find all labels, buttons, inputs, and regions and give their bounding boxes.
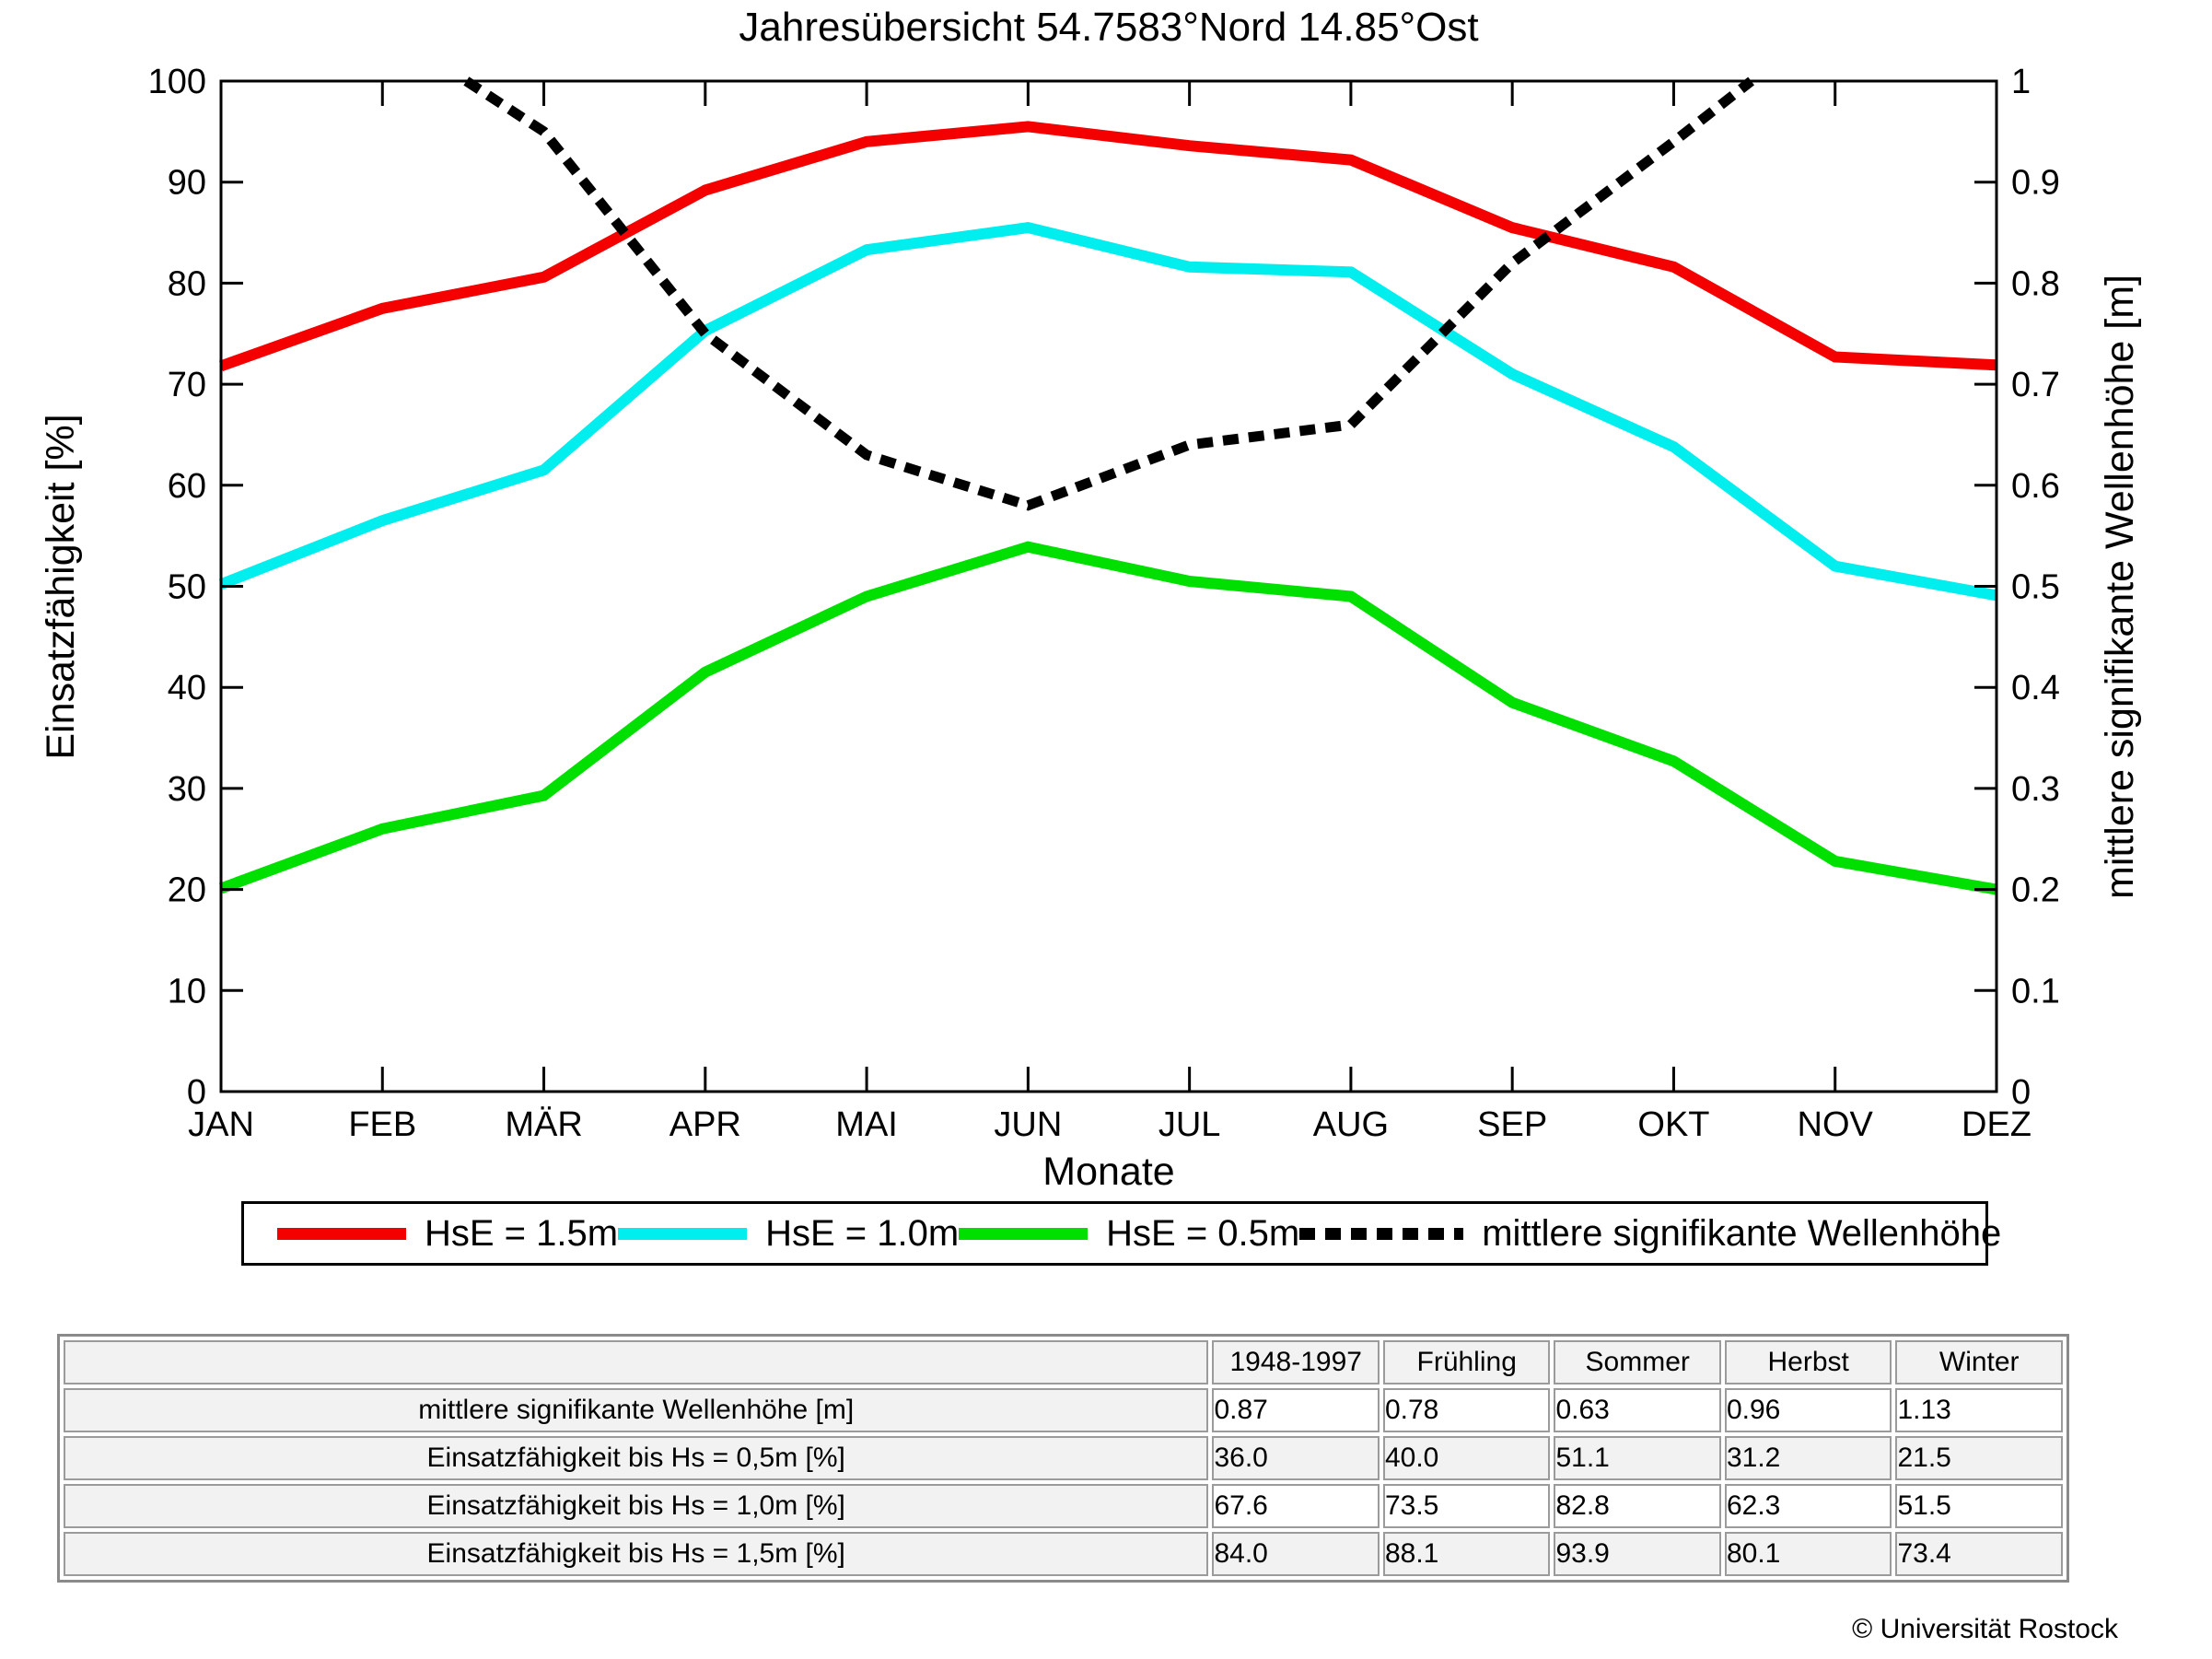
column-header: Winter [1895,1340,2063,1384]
y-tick-label-right: 0.5 [2011,568,2060,607]
x-tick-label: OKT [1637,1105,1709,1144]
y-tick-label-right: 0 [2011,1073,2031,1112]
y-tick-label-right: 0.2 [2011,871,2060,910]
table-cell: 80.1 [1724,1532,1892,1576]
x-axis-label: Monate [1042,1150,1174,1193]
y-tick-label-left: 0 [187,1073,206,1112]
column-header: Sommer [1554,1340,1721,1384]
summary-table: 1948-1997 Frühling Sommer Herbst Winter … [57,1334,2069,1583]
table-cell: 73.5 [1382,1484,1551,1528]
y-axis-label-left: Einsatzfähigkeit [%] [39,414,83,759]
table-cell: 0.78 [1382,1388,1551,1432]
y-tick-label-right: 0.7 [2011,366,2060,404]
series-line-3 [463,76,1754,511]
x-tick-label: MAI [835,1105,898,1144]
x-tick-label: SEP [1477,1105,1547,1144]
x-tick-label: NOV [1798,1105,1874,1144]
y-tick-label-right: 0.1 [2011,972,2060,1011]
table-cell: 0.87 [1212,1388,1380,1432]
legend-item-hse-1-5: HsE = 1.5m [277,1213,618,1255]
axis-ticks-layer: 0 0 10 0.1 20 0.2 30 0.3 40 0.4 50 0.5 60 0.6 70 0.7 80 0… [148,63,2060,1144]
table-cell: 51.5 [1895,1484,2063,1528]
x-tick-label: JUN [994,1105,1062,1144]
x-tick-label: JUL [1158,1105,1221,1144]
table-header-row: 1948-1997 Frühling Sommer Herbst Winter [64,1340,2063,1384]
y-tick-label-left: 40 [168,669,206,707]
row-label: Einsatzfähigkeit bis Hs = 1,5m [%] [64,1532,1209,1576]
table-corner-cell [64,1340,1209,1384]
table-cell: 21.5 [1895,1436,2063,1480]
plot-border [219,79,1998,1093]
legend-label: HsE = 1.0m [765,1212,960,1254]
table-cell: 88.1 [1382,1532,1551,1576]
y-tick-label-right: 0.3 [2011,770,2060,809]
y-tick-label-left: 80 [168,264,206,303]
legend-label: HsE = 1.5m [425,1212,619,1254]
table-cell: 51.1 [1554,1436,1721,1480]
table-row: mittlere signifikante Wellenhöhe [m] 0.8… [64,1388,2063,1432]
table-cell: 93.9 [1554,1532,1721,1576]
table-cell: 73.4 [1895,1532,2063,1576]
legend-label: HsE = 0.5m [1106,1212,1300,1254]
legend-swatch-dotted-line [1299,1227,1464,1240]
series-line-1 [218,222,1998,602]
y-tick-label-right: 0.8 [2011,264,2060,303]
y-tick-label-left: 10 [168,972,206,1011]
table-row: Einsatzfähigkeit bis Hs = 1,5m [%] 84.0 … [64,1532,2063,1576]
table-row: Einsatzfähigkeit bis Hs = 1,0m [%] 67.6 … [64,1484,2063,1528]
y-tick-label-left: 100 [148,63,206,101]
y-tick-label-right: 0.4 [2011,669,2060,707]
y-tick-label-right: 0.9 [2011,164,2060,203]
table-cell: 82.8 [1554,1484,1721,1528]
column-header: 1948-1997 [1212,1340,1380,1384]
y-axis-label-right: mittlere signifikante Wellenhöhe [m] [2098,275,2142,899]
x-tick-label: FEB [348,1105,416,1144]
column-header: Herbst [1724,1340,1892,1384]
y-tick-label-right: 1 [2011,63,2031,101]
y-tick-label-left: 50 [168,568,206,607]
table-cell: 62.3 [1724,1484,1892,1528]
series-layer [218,76,1998,895]
table-cell: 67.6 [1212,1484,1380,1528]
legend-swatch-cyan-line [618,1227,748,1240]
y-tick-label-left: 20 [168,871,206,910]
legend-swatch-red-line [277,1227,406,1240]
x-tick-label: DEZ [1962,1105,2032,1144]
legend-item-hse-1-0: HsE = 1.0m [618,1213,959,1255]
column-header: Frühling [1382,1340,1551,1384]
table-cell: 1.13 [1895,1388,2063,1432]
chart-title: Jahresübersicht 54.7583°Nord 14.85°Ost [739,5,1478,50]
x-tick-label: JAN [188,1105,254,1144]
y-tick-label-right: 0.6 [2011,467,2060,506]
legend-label: mittlere signifikante Wellenhöhe [1482,1212,2002,1254]
series-line-2 [218,541,1998,895]
table-cell: 0.96 [1724,1388,1892,1432]
line-chart: Jahresübersicht 54.7583°Nord 14.85°Ost 0… [39,5,2142,1193]
x-tick-label: MÄR [505,1105,582,1144]
table-cell: 31.2 [1724,1436,1892,1480]
y-tick-label-left: 90 [168,164,206,203]
table-cell: 40.0 [1382,1436,1551,1480]
legend-swatch-green-line [959,1227,1089,1240]
row-label: Einsatzfähigkeit bis Hs = 0,5m [%] [64,1436,1209,1480]
table-cell: 36.0 [1212,1436,1380,1480]
series-line-0 [218,121,1997,372]
table-row: Einsatzfähigkeit bis Hs = 0,5m [%] 36.0 … [64,1436,2063,1480]
y-tick-label-left: 60 [168,467,206,506]
y-tick-label-left: 70 [168,366,206,404]
copyright: © Universität Rostock [1852,1614,2118,1644]
row-label: Einsatzfähigkeit bis Hs = 1,0m [%] [64,1484,1209,1528]
legend: HsE = 1.5m HsE = 1.0m HsE = 0.5m mittler… [241,1201,2001,1266]
table-cell: 0.63 [1554,1388,1721,1432]
legend-item-wave-height: mittlere signifikante Wellenhöhe [1299,1213,2001,1255]
table-cell: 84.0 [1212,1532,1380,1576]
x-tick-label: APR [669,1105,741,1144]
legend-item-hse-0-5: HsE = 0.5m [959,1213,1299,1255]
x-tick-label: AUG [1313,1105,1389,1144]
row-label: mittlere signifikante Wellenhöhe [m] [64,1388,1209,1432]
y-tick-label-left: 30 [168,770,206,809]
